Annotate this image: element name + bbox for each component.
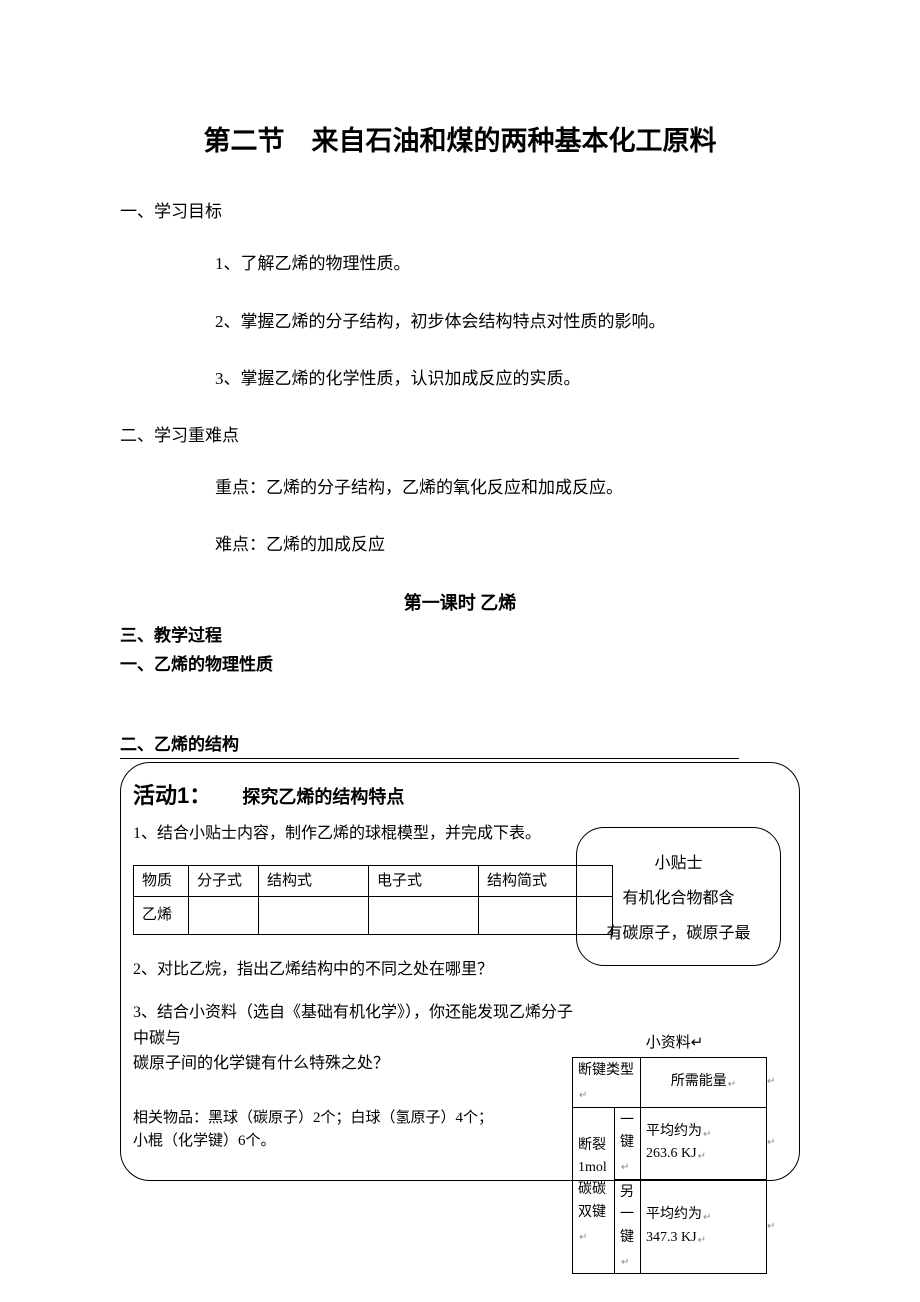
activity-left-column: 1、结合小贴士内容，制作乙烯的球棍模型，并完成下表。 物质 分子式 结构式 电子… bbox=[133, 821, 573, 1152]
table-row: 乙烯 bbox=[134, 896, 613, 934]
table-header: 结构式 bbox=[259, 865, 369, 896]
activity-q3-line2: 碳原子间的化学键有什么特殊之处？ bbox=[133, 1051, 573, 1077]
ref-cell: 另一键↵ bbox=[615, 1179, 641, 1274]
structure-table: 物质 分子式 结构式 电子式 结构简式 乙烯 bbox=[133, 865, 613, 935]
table-cell bbox=[259, 896, 369, 934]
table-cell: 乙烯 bbox=[134, 896, 189, 934]
part-1-head: 一、乙烯的物理性质 bbox=[120, 651, 800, 678]
table-header: 物质 bbox=[134, 865, 189, 896]
key-point: 重点：乙烯的分子结构，乙烯的氧化反应和加成反应。 bbox=[215, 474, 800, 501]
part-2-head: 二、乙烯的结构 bbox=[120, 731, 739, 759]
tips-line: 有机化合物都含 bbox=[589, 881, 768, 916]
tips-line: 有碳原子，碳原子最 bbox=[589, 916, 768, 951]
goal-item: 2、掌握乙烯的分子结构，初步体会结构特点对性质的影响。 bbox=[215, 308, 800, 335]
ref-cell: 一键↵ bbox=[615, 1107, 641, 1179]
page-title: 第二节 来自石油和煤的两种基本化工原料 bbox=[120, 120, 800, 163]
table-header: 电子式 bbox=[369, 865, 479, 896]
footnote-line: 小棍（化学键）6个。 bbox=[133, 1130, 573, 1153]
reference-table: 断键类型↵ 所需能量↵ ↵ 断裂 1mol 碳碳 双键↵ 一键↵ 平均约为↵ 2… bbox=[572, 1057, 777, 1275]
reference-box: 小资料↵ 断键类型↵ 所需能量↵ ↵ 断裂 1mol 碳碳 双键↵ 一键↵ 平均… bbox=[572, 1031, 777, 1275]
table-row: 断键类型↵ 所需能量↵ ↵ bbox=[573, 1057, 777, 1107]
ref-cell: 平均约为↵ 347.3 KJ↵ bbox=[641, 1179, 767, 1274]
table-header: 分子式 bbox=[189, 865, 259, 896]
mark-icon: ↵ bbox=[767, 1179, 777, 1274]
activity-q3-line1: 3、结合小资料（选自《基础有机化学》），你还能发现乙烯分子中碳与 bbox=[133, 1000, 573, 1051]
activity-title-sub: 探究乙烯的结构特点 bbox=[242, 787, 404, 807]
tips-box: 小贴士 有机化合物都含 有碳原子，碳原子最 bbox=[576, 827, 781, 967]
section-2-head: 二、学习重难点 bbox=[120, 422, 800, 449]
tips-title: 小贴士 bbox=[589, 846, 768, 881]
activity-box: 活动1： 探究乙烯的结构特点 1、结合小贴士内容，制作乙烯的球棍模型，并完成下表… bbox=[120, 762, 800, 1181]
reference-title: 小资料↵ bbox=[572, 1031, 777, 1055]
difficult-point: 难点：乙烯的加成反应 bbox=[215, 531, 800, 558]
footnote-line: 相关物品：黑球（碳原子）2个；白球（氢原子）4个； bbox=[133, 1107, 573, 1130]
activity-title-main: 活动1： bbox=[133, 783, 211, 808]
activity-q2: 2、对比乙烷，指出乙烯结构中的不同之处在哪里？ bbox=[133, 957, 573, 983]
table-cell bbox=[369, 896, 479, 934]
table-row: 断裂 1mol 碳碳 双键↵ 一键↵ 平均约为↵ 263.6 KJ↵ ↵ bbox=[573, 1107, 777, 1179]
activity-footnote: 相关物品：黑球（碳原子）2个；白球（氢原子）4个； 小棍（化学键）6个。 bbox=[133, 1107, 573, 1152]
section-1-head: 一、学习目标 bbox=[120, 198, 800, 225]
activity-title: 活动1： 探究乙烯的结构特点 bbox=[133, 778, 787, 813]
table-row: 物质 分子式 结构式 电子式 结构简式 bbox=[134, 865, 613, 896]
goal-item: 1、了解乙烯的物理性质。 bbox=[215, 250, 800, 277]
table-cell bbox=[189, 896, 259, 934]
lesson-subtitle: 第一课时 乙烯 bbox=[120, 589, 800, 618]
ref-header: 断键类型↵ bbox=[573, 1057, 641, 1107]
goal-item: 3、掌握乙烯的化学性质，认识加成反应的实质。 bbox=[215, 365, 800, 392]
ref-cell: 平均约为↵ 263.6 KJ↵ bbox=[641, 1107, 767, 1179]
mark-icon: ↵ bbox=[767, 1107, 777, 1179]
section-3-head: 三、教学过程 bbox=[120, 622, 800, 649]
ref-header: 所需能量↵ bbox=[641, 1057, 767, 1107]
ref-cell: 断裂 1mol 碳碳 双键↵ bbox=[573, 1107, 615, 1274]
activity-q1: 1、结合小贴士内容，制作乙烯的球棍模型，并完成下表。 bbox=[133, 821, 573, 847]
mark-icon: ↵ bbox=[767, 1057, 777, 1107]
